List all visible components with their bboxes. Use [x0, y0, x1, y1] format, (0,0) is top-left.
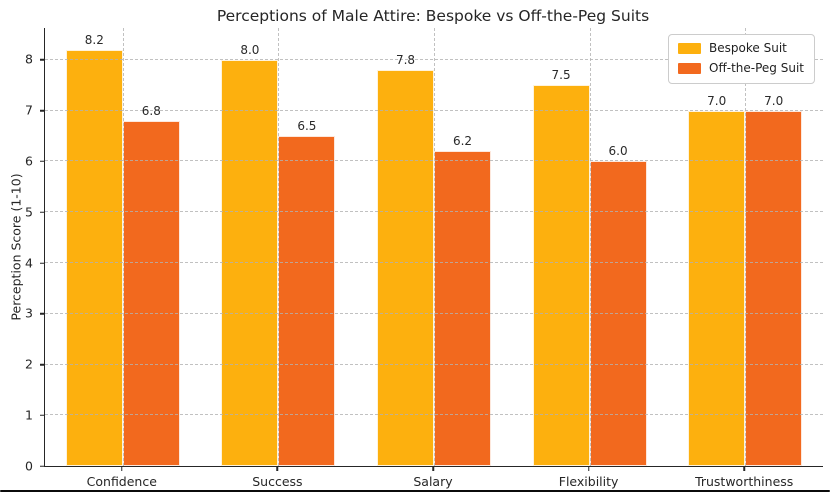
window-frame-bottom-edge — [0, 489, 830, 492]
x-tick-mark — [121, 467, 123, 471]
y-tick-mark — [40, 160, 44, 163]
bar-group — [667, 28, 823, 466]
bar — [376, 70, 434, 466]
legend-label: Off-the-Peg Suit — [709, 60, 804, 75]
bar — [278, 136, 336, 466]
bar-column — [688, 28, 746, 466]
y-axis: 0 1 2 3 4 5 6 7 8 — [0, 28, 44, 471]
y-tick-label: 5 — [25, 203, 33, 219]
y-tick-mark — [40, 465, 44, 467]
y-tick-label: 3 — [25, 305, 33, 321]
bar-column — [745, 28, 803, 466]
x-tick-label: Success — [252, 474, 303, 489]
legend-item: Bespoke Suit — [678, 41, 804, 56]
legend-label: Bespoke Suit — [709, 41, 787, 55]
bar-column — [589, 28, 647, 466]
y-tick-label: 7 — [25, 102, 33, 118]
y-tick-mark — [40, 414, 44, 416]
x-tick-mark — [743, 467, 745, 471]
y-tick-mark — [40, 109, 44, 112]
bars-layer — [45, 28, 823, 466]
chart-title: Perceptions of Male Attire: Bespoke vs O… — [216, 7, 650, 25]
bar — [65, 49, 123, 466]
bar-column — [433, 28, 491, 466]
bar-column — [278, 28, 336, 466]
x-tick-label: Trustworthiness — [695, 474, 794, 489]
y-tick-label: 1 — [25, 407, 33, 422]
y-tick-mark — [40, 313, 44, 315]
y-tick-mark — [40, 59, 44, 61]
y-tick-label: 2 — [25, 356, 33, 372]
bar-column — [65, 28, 123, 466]
legend: Bespoke Suit Off-the-Peg Suit — [668, 34, 815, 84]
y-tick-mark — [40, 262, 44, 264]
bar-column — [221, 28, 279, 466]
bar — [532, 85, 590, 466]
bar-group — [45, 28, 201, 466]
legend-swatch — [678, 43, 702, 55]
bar — [745, 110, 803, 466]
bar-group — [512, 28, 668, 466]
x-tick-label: Flexibility — [558, 474, 619, 489]
y-tick-label: 0 — [25, 457, 33, 473]
x-tick-label: Confidence — [86, 474, 157, 489]
legend-item: Off-the-Peg Suit — [678, 60, 804, 76]
bar-group — [356, 28, 512, 466]
bar-column — [376, 28, 434, 466]
x-tick-label: Salary — [413, 474, 453, 489]
y-tick-label: 4 — [25, 254, 33, 270]
bar — [433, 151, 491, 466]
bar — [688, 110, 746, 466]
x-tick-mark — [432, 467, 434, 471]
y-tick-mark — [40, 363, 44, 366]
y-tick-label: 8 — [25, 51, 33, 67]
bar — [589, 161, 647, 466]
bar — [122, 120, 180, 466]
bar-column — [532, 28, 590, 466]
bar-column — [122, 28, 180, 466]
x-axis: Confidence Success Salary Flexibility Trustw… — [44, 467, 822, 493]
bar — [221, 59, 279, 466]
bar-group — [201, 28, 357, 466]
plot-area: 8.2 6.8 8.0 6.5 7.8 6.2 7.5 6.0 7.0 7.0 — [44, 28, 823, 467]
x-tick-mark — [587, 467, 590, 471]
x-tick-mark — [276, 467, 279, 471]
legend-swatch — [678, 63, 702, 75]
y-tick-label: 6 — [25, 153, 33, 169]
y-tick-mark — [40, 211, 44, 213]
